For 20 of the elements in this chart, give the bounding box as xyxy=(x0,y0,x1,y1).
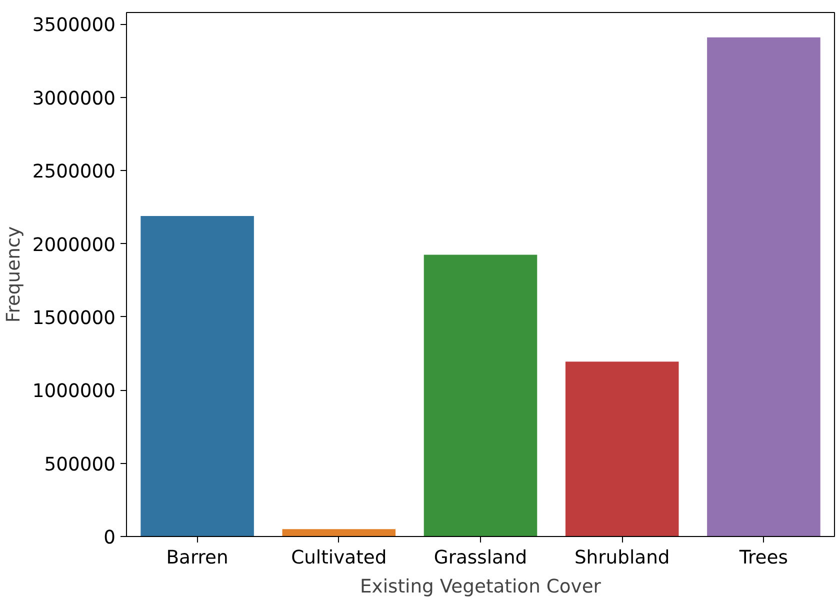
y-tick-label: 0 xyxy=(104,528,116,548)
y-tick-label: 500000 xyxy=(44,454,116,476)
bar xyxy=(707,37,820,536)
x-tick-label: Shrubland xyxy=(574,548,670,568)
x-tick-label: Barren xyxy=(166,548,228,568)
x-axis-title: Existing Vegetation Cover xyxy=(360,576,602,598)
x-tick-label: Trees xyxy=(738,548,788,568)
y-axis-title: Frequency xyxy=(3,226,24,323)
bar xyxy=(140,216,254,536)
x-tick-label: Grassland xyxy=(434,548,528,568)
y-tick-label: 2000000 xyxy=(32,234,116,256)
bar xyxy=(282,529,396,536)
y-tick-label: 3000000 xyxy=(32,88,116,110)
x-tick-label: Cultivated xyxy=(291,548,387,568)
bar xyxy=(424,254,538,536)
y-tick-label: 3500000 xyxy=(32,15,116,36)
y-tick-label: 2500000 xyxy=(32,162,116,183)
y-tick-label: 1500000 xyxy=(32,308,116,329)
y-tick-label: 1000000 xyxy=(32,381,116,402)
bar xyxy=(565,362,679,536)
